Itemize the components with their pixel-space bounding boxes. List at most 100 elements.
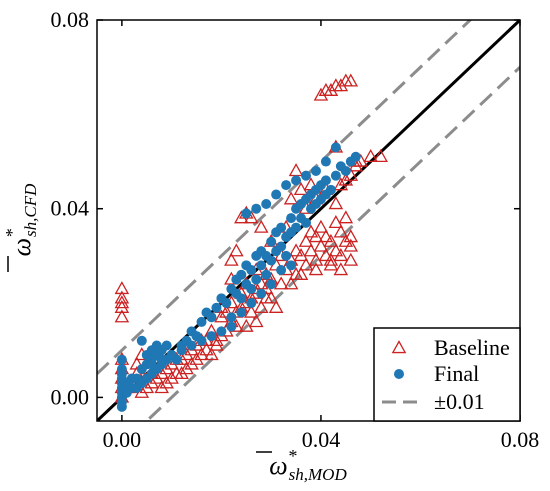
baseline-point — [343, 73, 359, 87]
final-point — [330, 142, 341, 153]
baseline-point — [308, 229, 324, 243]
baseline-point — [333, 78, 349, 92]
baseline-point — [313, 87, 329, 101]
baseline-point — [308, 252, 324, 266]
legend-baseline-label: Baseline — [434, 335, 510, 360]
baseline-point — [283, 191, 299, 205]
baseline-point — [154, 380, 169, 394]
baseline-point — [189, 351, 204, 365]
baseline-point — [328, 243, 344, 257]
baseline-point — [328, 215, 344, 229]
baseline-point — [333, 177, 349, 191]
final-point — [206, 331, 217, 342]
final-point — [291, 175, 302, 186]
y-tick-label: 0.04 — [51, 196, 90, 221]
final-point — [196, 335, 207, 346]
final-point — [325, 184, 336, 195]
final-point — [291, 222, 302, 233]
y-axis-label-sup: * — [2, 229, 22, 238]
final-point — [320, 156, 331, 167]
final-point — [256, 260, 267, 271]
y-axis-label-symbol: ω — [7, 238, 36, 256]
baseline-point — [253, 299, 269, 313]
baseline-point — [209, 337, 224, 351]
final-point — [226, 321, 237, 332]
plot-frame — [96, 19, 521, 422]
baseline-point — [313, 238, 329, 252]
baseline-point — [273, 276, 289, 290]
final-point — [226, 312, 237, 323]
final-point — [236, 293, 247, 304]
final-point — [266, 255, 277, 266]
final-point — [320, 175, 331, 186]
baseline-point — [303, 224, 319, 238]
baseline-point — [199, 342, 214, 356]
baseline-point — [179, 361, 194, 375]
baseline-point — [293, 266, 309, 280]
final-point — [286, 260, 297, 271]
baseline-point — [288, 163, 304, 177]
final-point — [116, 354, 127, 365]
final-point — [246, 283, 257, 294]
x-tick-label: 0.08 — [501, 427, 540, 452]
final-point — [166, 349, 177, 360]
final-point — [276, 265, 287, 276]
upper-bound-line — [97, 20, 473, 375]
final-point — [276, 222, 287, 233]
baseline-point — [288, 243, 304, 257]
x-axis-label: ω* sh,MOD — [256, 446, 347, 484]
baseline-point — [214, 309, 229, 323]
y-axis-label: ω*sh,CFD — [2, 183, 40, 272]
final-point — [281, 250, 292, 261]
baseline-point — [194, 347, 209, 361]
legend-bound-label: ±0.01 — [434, 389, 485, 414]
final-point — [340, 165, 351, 176]
final-point — [276, 241, 287, 252]
baseline-point — [343, 229, 359, 243]
lower-bound-line — [144, 66, 520, 421]
final-point — [266, 236, 277, 247]
baseline-point — [343, 238, 359, 252]
baseline-point — [333, 262, 349, 276]
final-point — [176, 345, 187, 356]
series-final — [116, 142, 361, 412]
baseline-point — [363, 148, 378, 163]
baseline-point — [174, 365, 189, 380]
final-point — [301, 217, 312, 228]
baseline-point — [318, 248, 334, 262]
baseline-point — [114, 299, 130, 313]
final-point — [281, 180, 292, 191]
final-point — [251, 203, 262, 214]
baseline-point — [224, 252, 239, 266]
baseline-point — [253, 219, 269, 233]
baseline-point — [313, 219, 329, 233]
baseline-point — [268, 299, 284, 313]
baseline-point — [328, 196, 344, 210]
baseline-point — [298, 233, 314, 247]
y-axis-label-sub: sh,CFD — [21, 183, 40, 237]
final-point — [236, 269, 247, 280]
final-point — [136, 335, 147, 346]
final-point — [196, 316, 207, 327]
baseline-point — [338, 210, 354, 224]
baseline-point — [293, 248, 309, 262]
baseline-point — [308, 262, 324, 276]
baseline-point — [283, 276, 299, 290]
baseline-point — [184, 356, 199, 370]
final-point — [221, 298, 232, 309]
final-point — [146, 359, 157, 370]
final-point — [261, 198, 272, 209]
final-point — [161, 340, 172, 351]
x-axis-label-sub: sh,MOD — [289, 465, 348, 484]
x-tick-label: 0.00 — [103, 427, 142, 452]
plot-area — [97, 20, 520, 421]
y-tick-label: 0.00 — [51, 384, 90, 409]
final-point — [246, 265, 257, 276]
baseline-point — [293, 182, 309, 196]
final-point — [211, 302, 222, 313]
baseline-point — [114, 290, 130, 304]
baseline-point — [318, 229, 334, 243]
